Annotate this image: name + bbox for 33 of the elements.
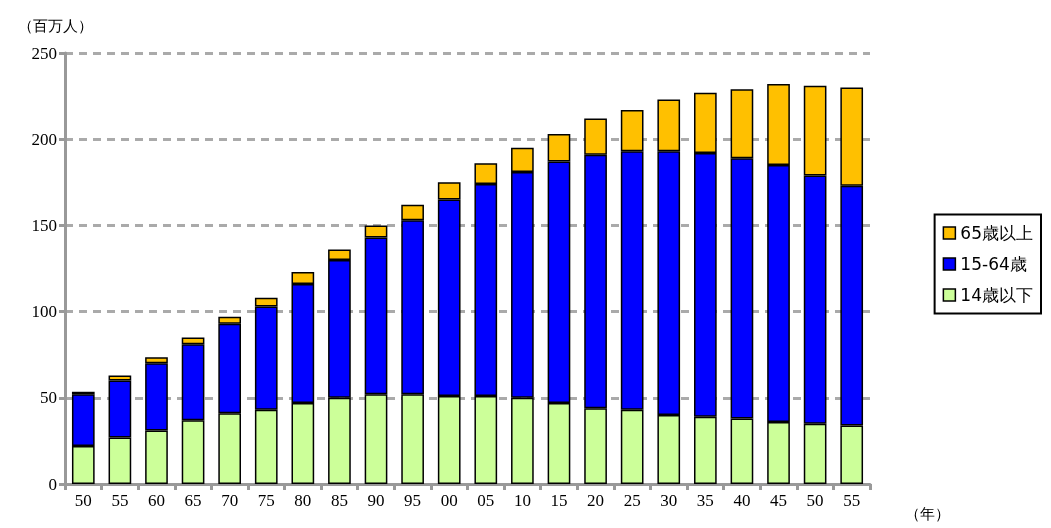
y-tick-label: 50: [40, 388, 57, 408]
x-tick-label: 35: [696, 491, 714, 510]
x-tick-label: 20: [587, 491, 605, 510]
x-tick-label: 10: [513, 491, 531, 510]
x-tick-label: 90: [367, 491, 385, 510]
y-tick-label: 250: [31, 43, 57, 63]
x-tick-label: 00: [440, 491, 458, 510]
x-tick-label: 60: [147, 491, 165, 510]
y-tick-label: 0: [48, 474, 57, 494]
x-tick-label: 85: [330, 491, 348, 510]
x-tick-label: 65: [184, 491, 202, 510]
x-tick-label: 40: [733, 491, 751, 510]
x-tick-label: 80: [294, 491, 312, 510]
x-tick-label: 50: [806, 491, 824, 510]
legend-label: 65歳以上: [960, 223, 1034, 243]
x-tick-label: 55: [843, 491, 861, 510]
x-tick-label: 50: [74, 491, 92, 510]
y-tick-label: 200: [31, 129, 57, 149]
x-tick-label: 05: [477, 491, 495, 510]
x-tick-label: 25: [623, 491, 641, 510]
y-tick-label: 100: [31, 302, 57, 322]
x-tick-label: 30: [660, 491, 678, 510]
x-tick-label: 75: [257, 491, 275, 510]
x-tick-label: 55: [111, 491, 129, 510]
y-tick-label: 150: [31, 215, 57, 235]
x-tick-label: 70: [221, 491, 239, 510]
x-tick-label: 15: [550, 491, 568, 510]
y-axis-title: （百万人）: [17, 16, 93, 35]
x-tick-label: 95: [404, 491, 422, 510]
legend-label: 15-64歳: [960, 254, 1027, 274]
x-axis-title: （年）: [905, 504, 950, 523]
x-tick-label: 45: [770, 491, 788, 510]
legend-label: 14歳以下: [960, 285, 1034, 305]
